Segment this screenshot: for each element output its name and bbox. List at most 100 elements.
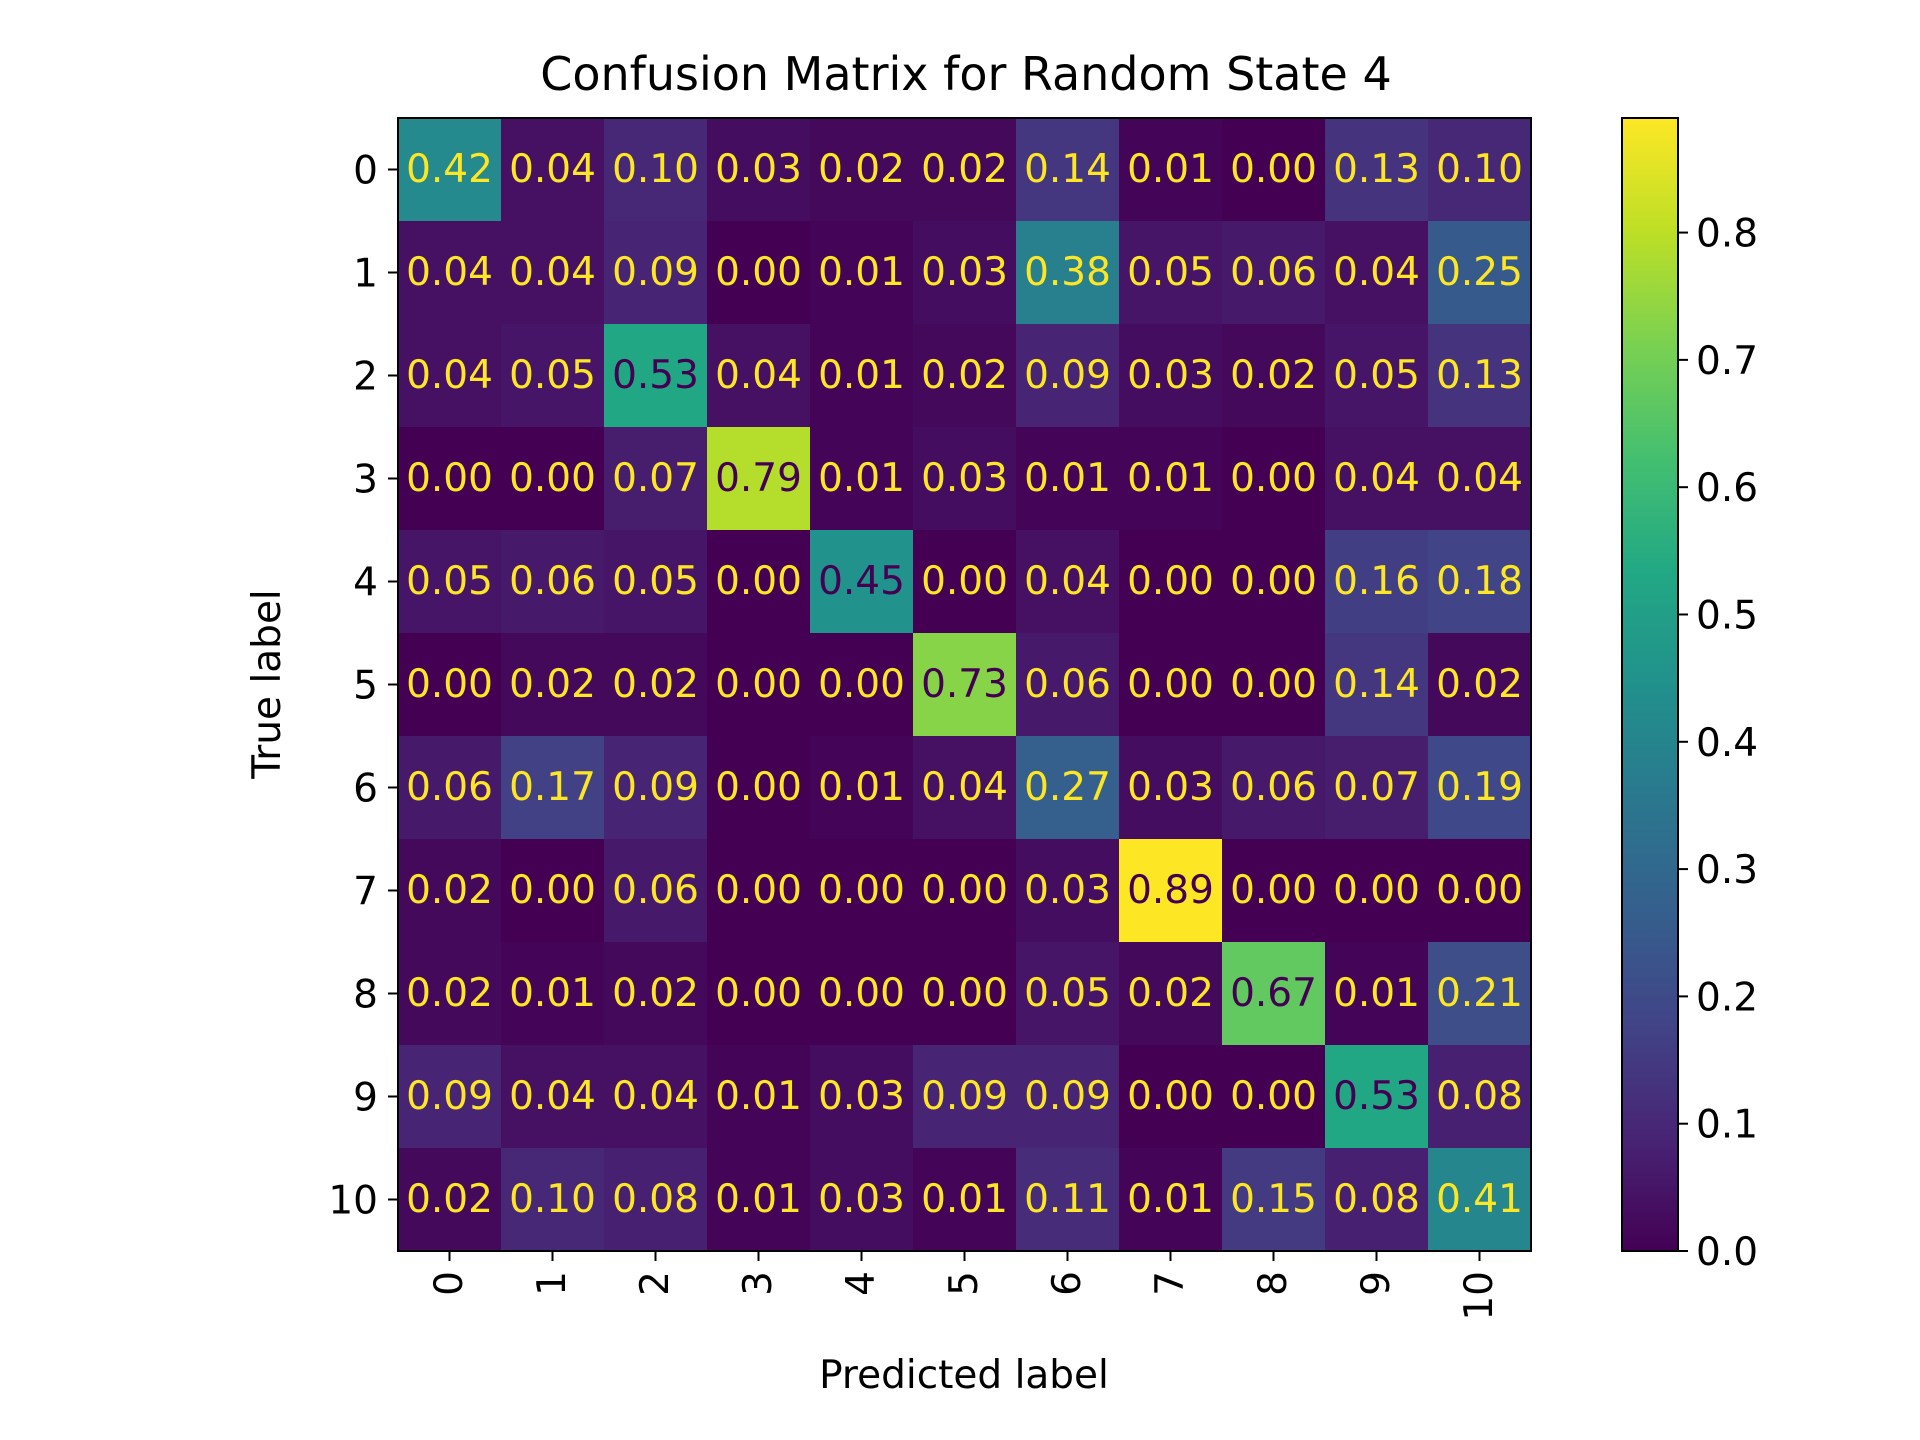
y-tick-label: 2 [353,355,378,400]
heatmap-cell [501,942,605,1046]
heatmap-cell [1119,942,1223,1046]
cell-value-label: 0.01 [818,456,905,501]
cell-value-label: 0.04 [1333,456,1420,501]
cell-value-label: 0.08 [612,1177,699,1222]
heatmap-cell [810,1045,914,1149]
cell-value-label: 0.67 [1230,971,1317,1016]
cell-value-label: 0.00 [1230,147,1317,192]
x-tick-label: 6 [1045,1271,1090,1296]
heatmap-cell [1016,530,1120,634]
colorbar-tick-label: 0.0 [1696,1230,1758,1275]
heatmap-cell [810,736,914,840]
heatmap-cell [1016,1045,1120,1149]
heatmap-cell [398,118,502,222]
cell-value-label: 0.17 [509,765,596,810]
heatmap-cell [1222,633,1326,737]
cell-value-label: 0.00 [715,250,802,295]
cell-value-label: 0.05 [1024,971,1111,1016]
x-tick-label: 3 [736,1271,781,1296]
heatmap-cell [1325,633,1429,737]
heatmap-cell [707,221,811,325]
cell-value-label: 0.01 [818,765,905,810]
heatmap-cell [810,839,914,943]
cell-value-label: 0.09 [921,1074,1008,1119]
cell-value-label: 0.00 [921,868,1008,913]
heatmap-cell [1016,942,1120,1046]
cell-value-label: 0.53 [612,353,699,398]
cell-value-label: 0.08 [1436,1074,1523,1119]
cell-value-label: 0.00 [1230,559,1317,604]
heatmap-cell [810,530,914,634]
heatmap-cell [1016,1148,1120,1252]
heatmap-cell [810,942,914,1046]
heatmap-cell [913,942,1017,1046]
heatmap-cells [398,118,1532,1252]
heatmap-cell [1119,1148,1223,1252]
heatmap-cell [707,633,811,737]
cell-value-label: 0.53 [1333,1074,1420,1119]
heatmap-cell [913,118,1017,222]
cell-value-label: 0.89 [1127,868,1214,913]
heatmap-cell [1428,633,1532,737]
heatmap-cell [707,118,811,222]
heatmap-cell [913,1045,1017,1149]
heatmap-cell [1325,839,1429,943]
cell-value-label: 0.06 [1024,662,1111,707]
cell-value-label: 0.11 [1024,1177,1111,1222]
heatmap-cell [398,1045,502,1149]
y-tick-label: 7 [353,870,378,915]
heatmap-cell [1222,427,1326,531]
heatmap-cell [1428,118,1532,222]
heatmap-cell [707,839,811,943]
heatmap-cell [1428,839,1532,943]
cell-value-label: 0.13 [1333,147,1420,192]
cell-value-label: 0.21 [1436,971,1523,1016]
cell-value-label: 0.03 [1127,765,1214,810]
heatmap-cell [1325,942,1429,1046]
colorbar-ticks: 0.0 0.1 0.2 0.3 0.4 0.5 0.6 0.7 0.8 [1678,212,1758,1275]
heatmap-cell [501,427,605,531]
heatmap-cell [810,1148,914,1252]
cell-value-label: 0.02 [1230,353,1317,398]
heatmap-cell [913,427,1017,531]
cell-value-label: 0.01 [715,1177,802,1222]
cell-value-label: 0.06 [1230,765,1317,810]
heatmap-cell [1325,736,1429,840]
cell-value-label: 0.00 [818,868,905,913]
cell-value-label: 0.03 [818,1074,905,1119]
heatmap-cell [913,530,1017,634]
cell-value-label: 0.00 [715,868,802,913]
heatmap-cell [707,1148,811,1252]
heatmap-cell [913,839,1017,943]
cell-value-label: 0.02 [406,868,493,913]
cell-value-label: 0.00 [715,971,802,1016]
heatmap-cell [604,736,708,840]
cell-value-label: 0.09 [612,765,699,810]
heatmap-cell [913,1148,1017,1252]
heatmap-cell [1325,1045,1429,1149]
x-tick-label: 5 [942,1271,987,1296]
cell-value-label: 0.04 [1436,456,1523,501]
y-axis-ticks: 0 1 2 3 4 5 6 7 8 9 10 [328,149,398,1224]
y-tick-label: 5 [353,664,378,709]
cell-value-label: 0.03 [1127,353,1214,398]
heatmap-cell [398,633,502,737]
heatmap-cell [1222,324,1326,428]
heatmap-cell [1325,324,1429,428]
heatmap-cell [810,221,914,325]
heatmap-cell [913,736,1017,840]
heatmap-cell [1119,736,1223,840]
cell-value-label: 0.01 [1127,1177,1214,1222]
heatmap-cell [1222,942,1326,1046]
x-tick-label: 1 [530,1271,575,1296]
cell-value-label: 0.04 [406,250,493,295]
cell-value-label: 0.07 [1333,765,1420,810]
heatmap-cell [501,736,605,840]
heatmap-cell [707,530,811,634]
heatmap-cell [1119,324,1223,428]
cell-value-label: 0.73 [921,662,1008,707]
heatmap-cell [1325,530,1429,634]
heatmap-cell [1016,324,1120,428]
cell-value-label: 0.79 [715,456,802,501]
